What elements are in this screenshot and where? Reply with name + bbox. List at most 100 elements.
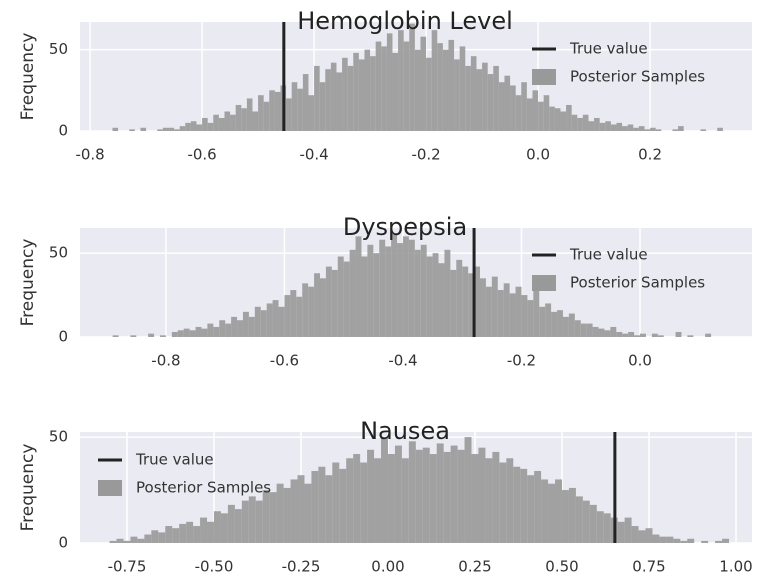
histogram-bar [687, 538, 695, 543]
histogram-bar [254, 306, 261, 337]
histogram-bar [171, 331, 178, 337]
histogram-bar [594, 117, 600, 131]
histogram-bar [381, 437, 388, 543]
histogram-bar [391, 233, 398, 337]
histogram-bar [408, 441, 416, 543]
histogram-bar [575, 496, 583, 543]
histogram-bar [343, 261, 350, 337]
histogram-bar [183, 328, 190, 337]
histogram-bar [314, 65, 320, 131]
histogram-bar [603, 513, 611, 543]
histogram-bar [426, 57, 432, 131]
histogram-bar [186, 521, 194, 543]
histogram-bar [414, 49, 421, 131]
histogram-bar [386, 33, 393, 131]
x-tick-label: -0.2 [507, 352, 536, 370]
histogram-bar [574, 320, 581, 337]
histogram-bar [589, 504, 597, 543]
histogram-bar [408, 239, 415, 337]
histogram-bar [330, 62, 337, 131]
histogram-bar [248, 316, 255, 337]
x-tick-label: -0.8 [75, 146, 104, 164]
histogram-bar [174, 129, 180, 131]
histogram-bar [367, 449, 375, 543]
histogram-bar [485, 458, 493, 543]
histogram-bar [361, 256, 368, 337]
histogram-bar [616, 122, 623, 131]
histogram-bar [476, 69, 483, 131]
histogram-bar [130, 536, 138, 543]
x-tick-label: -0.6 [187, 146, 216, 164]
histogram-bar [231, 316, 238, 337]
histogram-bar [190, 121, 197, 131]
histogram-bar [262, 490, 270, 543]
x-tick-label: -0.75 [108, 558, 147, 576]
histogram-bar [498, 82, 505, 131]
histogram-bar [701, 540, 709, 543]
histogram-bar [705, 333, 712, 337]
histogram-bar [213, 114, 219, 131]
histogram-bar [429, 454, 437, 543]
histogram-bar [179, 126, 186, 131]
histogram-bar [234, 509, 242, 543]
histogram-bar [349, 249, 356, 337]
histogram-bar [158, 532, 166, 543]
histogram-bar [457, 449, 465, 543]
histogram-bar [717, 127, 723, 131]
histogram-bar [325, 475, 333, 543]
histogram-bar [471, 454, 479, 543]
histogram-bar [364, 49, 371, 131]
histogram-bar [123, 540, 131, 543]
histogram-bar [304, 483, 312, 543]
histogram-bar [633, 127, 639, 131]
histogram-bar [260, 310, 267, 337]
histogram-bar [520, 468, 528, 543]
histogram-bar [640, 333, 646, 337]
histogram-bar [140, 127, 147, 131]
legend-label: Posterior Samples [570, 274, 705, 292]
histogram-bar [560, 111, 567, 131]
histogram-bar [129, 129, 135, 131]
histogram-bar [302, 74, 309, 131]
histogram-bar [207, 521, 214, 543]
histogram-bar [700, 129, 707, 131]
legend-label: True value [569, 40, 648, 58]
histogram-bar [269, 492, 277, 543]
histogram-bar [562, 316, 569, 337]
y-tick-label: 50 [49, 244, 68, 262]
legend-patch [98, 480, 122, 496]
histogram-bar [650, 127, 656, 131]
histogram-bar [179, 523, 187, 543]
histogram-bar [241, 108, 247, 131]
x-tick-label: -0.25 [282, 558, 321, 576]
x-tick-label: 0.0 [526, 146, 550, 164]
histogram-bar [510, 85, 516, 131]
histogram-bar [722, 538, 730, 543]
histogram-bar [394, 445, 402, 543]
histogram-bar [513, 466, 521, 543]
x-tick-label: 1.00 [719, 558, 752, 576]
histogram-bar [634, 335, 640, 337]
histogram-bar [242, 311, 249, 337]
histogram-bar [266, 303, 273, 337]
histogram-bar [437, 43, 443, 131]
histogram-bar [557, 310, 563, 337]
y-tick-label: 0 [58, 534, 68, 552]
legend-label: True value [135, 451, 214, 469]
y-axis-label: Frequency [18, 444, 38, 532]
histogram-bar [151, 530, 159, 543]
histogram-bar [325, 266, 332, 337]
histogram-bar [610, 124, 617, 131]
histogram-bar [347, 65, 354, 131]
histogram-bar [638, 530, 646, 543]
histogram-bar [392, 52, 399, 131]
histogram-bar [337, 256, 344, 337]
x-tick-label: -0.6 [270, 352, 299, 370]
histogram-bar [549, 106, 555, 131]
histogram-bar [284, 295, 291, 337]
histogram-bar [588, 121, 595, 131]
histogram-bar [545, 303, 552, 337]
x-tick-label: -0.2 [411, 146, 440, 164]
histogram-bar [248, 496, 256, 543]
histogram-bar [464, 437, 472, 543]
